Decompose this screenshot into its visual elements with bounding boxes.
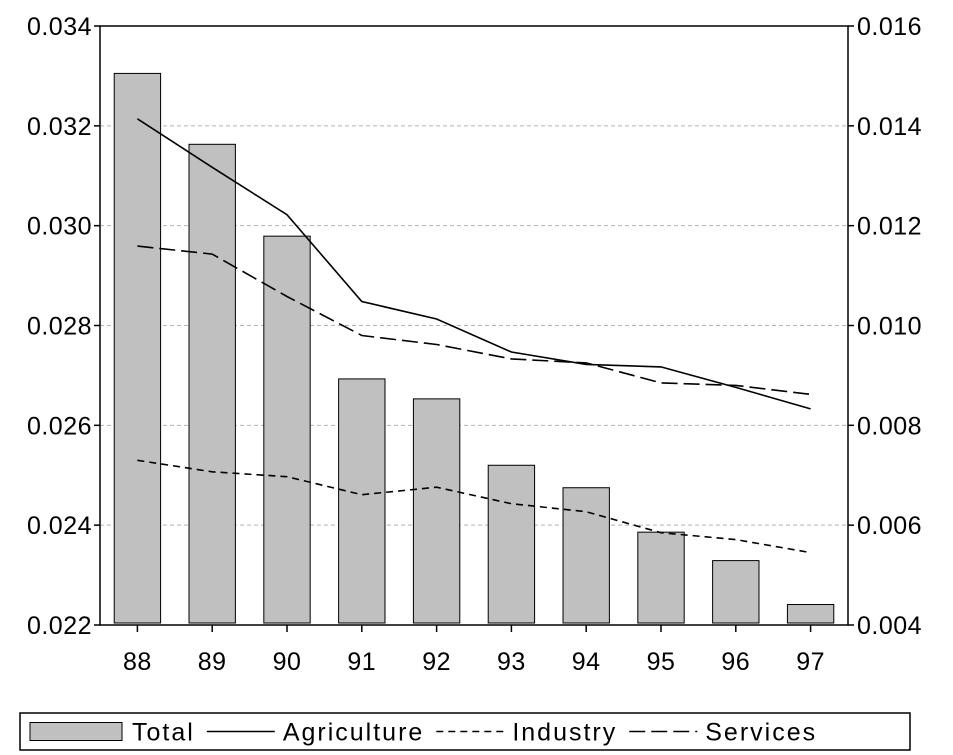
- x-axis-tick-label: 95: [647, 648, 676, 676]
- bar-total: [113, 72, 162, 624]
- legend-swatch-total: [29, 722, 123, 741]
- bar-total: [338, 378, 386, 624]
- right-axis-tick-label: 0.014: [857, 113, 922, 141]
- right-axis-tick-label: 0.010: [857, 313, 922, 341]
- x-axis-tick-label: 89: [198, 648, 227, 676]
- line-agriculture: [136, 118, 811, 410]
- x-axis: 88 89 90 91 92 93 94 95 96 97: [123, 625, 825, 676]
- x-axis-tick-label: 92: [422, 648, 451, 676]
- right-axis-tick-label: 0.006: [857, 512, 922, 540]
- left-axis-tick-label: 0.034: [27, 13, 92, 41]
- legend-label-services: Services: [705, 719, 817, 747]
- legend-label-industry: Industry: [512, 719, 617, 747]
- left-axis-tick-label: 0.022: [27, 612, 92, 640]
- legend-label-agriculture: Agriculture: [283, 719, 425, 747]
- bar-total: [263, 235, 311, 624]
- right-axis-tick-label: 0.012: [857, 213, 922, 241]
- right-axis-tick-label: 0.004: [857, 612, 922, 640]
- line-services: [137, 245, 811, 396]
- left-axis-tick-label: 0.024: [27, 512, 92, 540]
- left-axis-tick-label: 0.028: [27, 313, 92, 341]
- legend-label-total: Total: [132, 719, 195, 747]
- right-axis-tick-label: 0.016: [857, 13, 922, 41]
- bar-series-total: [113, 72, 835, 624]
- bar-total: [487, 464, 536, 624]
- line-series: [136, 118, 811, 554]
- x-axis-tick-label: 96: [721, 648, 750, 676]
- left-axis-tick-label: 0.032: [27, 113, 92, 141]
- x-axis-tick-label: 93: [497, 648, 526, 676]
- bar-total: [562, 487, 610, 624]
- x-axis-tick-label: 91: [347, 648, 376, 676]
- x-axis-tick-label: 94: [572, 648, 601, 676]
- x-axis-tick-label: 97: [796, 648, 825, 676]
- right-axis: 0.004 0.006 0.008 0.010 0.012 0.014 0.016: [848, 13, 922, 640]
- line-industry: [137, 459, 811, 554]
- x-axis-tick-label: 88: [123, 648, 152, 676]
- left-axis-tick-label: 0.026: [27, 412, 92, 440]
- bar-total: [412, 398, 461, 624]
- right-axis-tick-label: 0.008: [857, 412, 922, 440]
- bar-total: [188, 143, 236, 624]
- left-axis: 0.022 0.024 0.026 0.028 0.030 0.032 0.034: [27, 13, 100, 640]
- x-axis-tick-label: 90: [273, 648, 302, 676]
- bar-total: [712, 560, 760, 624]
- bar-total: [786, 604, 835, 624]
- grid-lines: [100, 125, 848, 526]
- legend: Total Agriculture Industry Services: [19, 712, 911, 751]
- bar-total: [637, 531, 685, 624]
- left-axis-tick-label: 0.030: [27, 213, 92, 241]
